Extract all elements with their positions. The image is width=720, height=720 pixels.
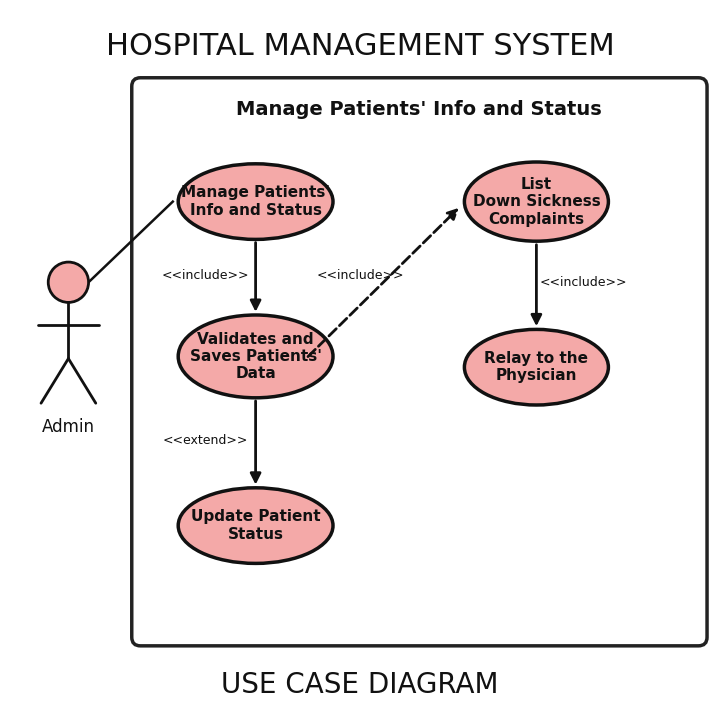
- Text: Admin: Admin: [42, 418, 95, 436]
- Text: <<extend>>: <<extend>>: [163, 434, 248, 447]
- Circle shape: [48, 262, 89, 302]
- Text: Validates and
Saves Patients'
Data: Validates and Saves Patients' Data: [189, 331, 322, 382]
- Text: List
Down Sickness
Complaints: List Down Sickness Complaints: [472, 176, 600, 227]
- Text: <<include>>: <<include>>: [161, 269, 249, 282]
- Text: <<include>>: <<include>>: [539, 276, 627, 289]
- Ellipse shape: [464, 330, 608, 405]
- Ellipse shape: [179, 164, 333, 240]
- Text: USE CASE DIAGRAM: USE CASE DIAGRAM: [221, 672, 499, 699]
- Ellipse shape: [464, 162, 608, 241]
- FancyBboxPatch shape: [132, 78, 707, 646]
- Ellipse shape: [179, 315, 333, 397]
- Text: Manage Patients'
Info and Status: Manage Patients' Info and Status: [181, 186, 330, 218]
- Text: Update Patient
Status: Update Patient Status: [191, 510, 320, 541]
- Text: HOSPITAL MANAGEMENT SYSTEM: HOSPITAL MANAGEMENT SYSTEM: [106, 32, 614, 61]
- Ellipse shape: [179, 488, 333, 563]
- Text: Manage Patients' Info and Status: Manage Patients' Info and Status: [236, 100, 602, 119]
- Text: Relay to the
Physician: Relay to the Physician: [485, 351, 588, 383]
- Text: <<include>>: <<include>>: [316, 269, 404, 282]
